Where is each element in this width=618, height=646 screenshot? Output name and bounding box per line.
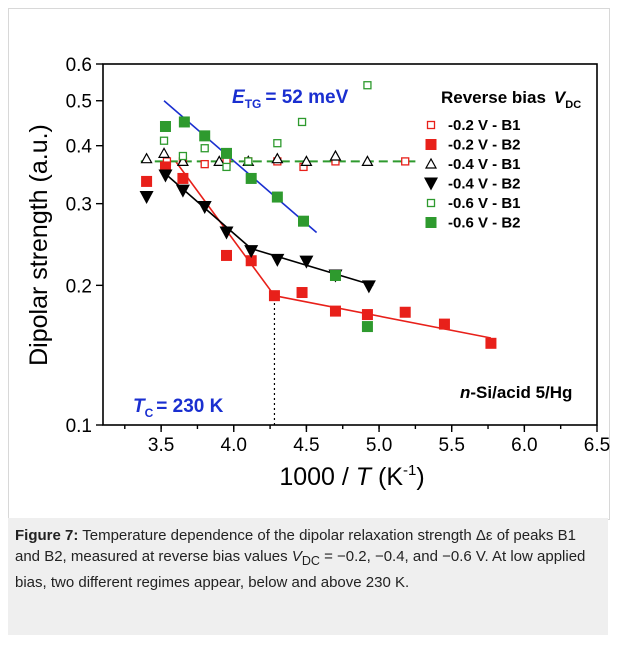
legend-marker [426,120,436,130]
legend-marker [425,217,437,228]
data-point-3 [158,169,173,183]
data-point-1 [141,175,153,187]
fit-line [250,247,374,287]
chart: 3.5 4.0 4.5 5.0 5.5 6.0 6.50.10.20.30.40.50.6 … [25,55,611,491]
data-point-0 [401,157,410,166]
caption-text-b: = −0.2, −0.4, and −0.6 V. At low applied… [15,548,586,591]
data-point-4 [363,81,372,90]
data-point-1 [245,255,257,267]
data-point-3 [175,184,190,198]
caption-sub: DC [301,554,320,568]
legend-marker [424,177,438,191]
ticks: 3.5 4.0 4.5 5.0 5.5 6.0 6.5 0.1 0.2 0.3 0.4 0.5 0.6 [66,55,611,456]
data-point-5 [159,120,171,132]
data-point-4 [273,139,282,148]
y-tick-label: 0.1 [66,416,92,437]
data-point-1 [399,306,411,318]
data-point-2 [300,155,313,166]
x-tick-label: 5.0 [366,435,392,456]
data-point-3 [361,280,376,294]
data-point-5 [298,215,310,227]
legend-label: -0.2 V - B1 [448,117,521,134]
legend-label: -0.2 V - B2 [448,137,521,154]
y-axis-title: Dipolar strength (a.u.) [25,124,53,366]
x-tick-label: 6.0 [511,435,537,456]
legend-label: -0.6 V - B2 [448,215,521,232]
data-point-1 [177,172,189,184]
legend-label: -0.4 V - B2 [448,176,521,193]
x-tick-label: 4.0 [221,435,247,456]
data-point-1 [221,249,232,261]
fit-line [274,294,492,339]
data-point-2 [271,152,284,164]
y-tick-label: 0.3 [66,195,92,216]
data-point-2 [329,149,342,161]
data-point-3 [299,255,314,269]
etg-annotation: ETG = 52 meV [232,87,349,111]
legend-title: Reverse bias VDC [441,88,581,111]
legend-marker [425,139,437,150]
x-axis-title: 1000 / T (K-1) [279,462,424,491]
x-tick-label: 6.5 [584,435,610,456]
y-tick-label: 0.5 [66,92,92,113]
legend-label: -0.6 V - B1 [448,195,521,212]
data-point-2 [213,155,226,166]
data-point-4 [244,157,253,166]
data-point-1 [268,290,280,302]
data-point-5 [245,172,257,184]
data-point-1 [159,161,171,173]
caption-text-a: Temperature dependence of the dipolar re… [15,527,576,565]
data-point-3 [270,253,285,267]
x-tick-label: 3.5 [148,435,174,456]
figure-frame [8,8,610,520]
data-point-3 [197,201,212,215]
data-point-4 [297,117,307,127]
figure-caption: Figure 7: Temperature dependence of the … [8,518,608,635]
x-tick-label: 4.5 [293,435,319,456]
data-point-1 [296,287,308,299]
data-point-5 [361,321,373,333]
data-point-4 [159,136,169,145]
fit-line [163,171,252,250]
y-tick-label: 0.6 [66,55,92,76]
data-point-4 [178,151,188,161]
data-point-5 [221,147,232,159]
data-point-3 [244,245,259,259]
data-point-4 [200,144,209,153]
fit-lines [140,100,492,425]
data-point-5 [271,191,283,203]
data-point-5 [329,270,341,282]
data-point-4 [222,162,231,172]
data-point-0 [200,159,209,169]
data-point-2 [140,152,153,164]
plot-frame [102,63,598,426]
data-point-2 [158,147,171,158]
x-tick-label: 5.5 [438,435,464,456]
axes [102,63,598,426]
sample-annotation: n-Si/acid 5/Hg [460,383,572,402]
legend-label: -0.4 V - B1 [448,156,521,173]
data-markers [139,81,497,349]
legend-marker [424,157,438,169]
data-point-1 [329,305,341,317]
data-point-3 [219,226,234,240]
tc-annotation: TC = 230 K [133,396,224,420]
data-point-2 [176,155,189,166]
data-point-5 [199,130,211,142]
legend: -0.2 V - B1 -0.2 V - B2 -0.4 V - B1 -0.4 V … [424,117,521,232]
data-point-1 [361,309,373,321]
data-point-1 [485,337,497,349]
data-point-3 [139,191,154,205]
caption-var: V [291,548,302,565]
data-point-5 [178,116,190,128]
caption-label: Figure 7: [15,527,79,544]
data-point-2 [361,155,374,166]
y-tick-label: 0.4 [66,137,93,158]
y-tick-label: 0.2 [66,276,92,297]
legend-marker [426,198,436,208]
data-point-1 [438,318,450,330]
